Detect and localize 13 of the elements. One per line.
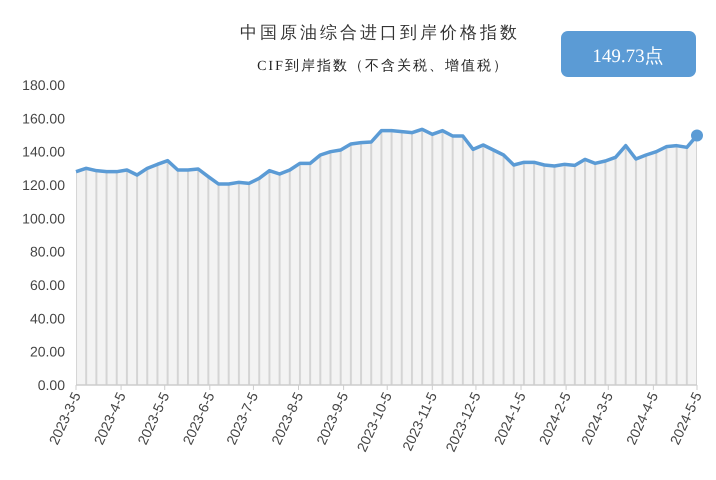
chart-title: 中国原油综合进口到岸价格指数 (240, 23, 520, 42)
y-tick-label: 20.00 (30, 344, 66, 360)
y-tick-label: 80.00 (30, 244, 66, 260)
y-tick-label: 100.00 (22, 210, 66, 226)
value-box: 149.73点 (561, 31, 696, 77)
y-tick-label: 0.00 (38, 377, 66, 393)
y-tick-label: 160.00 (22, 110, 66, 126)
y-tick-label: 180.00 (22, 77, 66, 93)
y-tick-label: 120.00 (22, 177, 66, 193)
chart-subtitle: CIF到岸指数（不含关税、增值税） (257, 58, 509, 74)
y-tick-label: 60.00 (30, 277, 66, 293)
y-tick-label: 40.00 (30, 310, 66, 326)
y-tick-label: 140.00 (22, 144, 66, 160)
